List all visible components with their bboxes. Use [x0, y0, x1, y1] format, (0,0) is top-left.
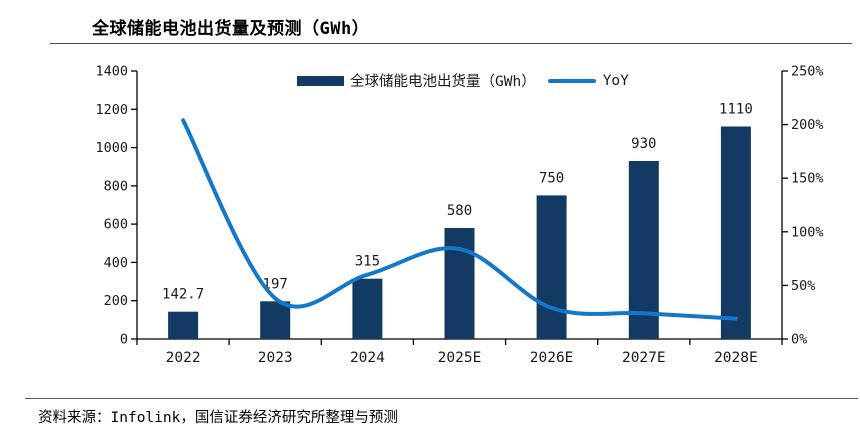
legend-line-swatch [547, 78, 596, 83]
footer-divider [25, 398, 858, 399]
bar-data-label: 750 [539, 170, 564, 186]
chart-title: 全球储能电池出货量及预测（GWh） [92, 19, 370, 39]
bar-2023 [260, 301, 291, 339]
left-axis-tick-label: 0 [120, 332, 128, 348]
left-axis-tick-label: 400 [104, 255, 128, 271]
bar-data-label: 315 [355, 254, 380, 270]
right-axis-tick-label: 50% [791, 278, 815, 294]
right-axis-tick-label: 200% [791, 117, 824, 133]
bar-2025E [444, 228, 475, 339]
bar-data-label: 142.7 [162, 287, 204, 303]
bar-data-label: 580 [447, 203, 472, 219]
bar-2022 [168, 311, 199, 339]
x-axis-category-label: 2028E [714, 350, 758, 366]
x-axis-category-label: 2022 [166, 350, 201, 366]
legend-bar-swatch [297, 75, 344, 86]
left-axis-tick-label: 1000 [95, 140, 128, 156]
legend-line-label: YoY [602, 72, 629, 89]
left-axis-tick-label: 1200 [95, 102, 128, 118]
bar-2024 [352, 278, 383, 339]
right-axis-tick-label: 0% [791, 332, 807, 348]
chart-legend: 全球储能电池出货量（GWh） YoY [297, 70, 629, 91]
title-divider [50, 43, 852, 44]
bar-data-label: 197 [263, 276, 288, 292]
left-axis-tick-label: 800 [104, 178, 128, 194]
legend-bar-label: 全球储能电池出货量（GWh） [350, 74, 536, 90]
bar-2027E [628, 161, 659, 339]
yoy-line [181, 118, 738, 321]
x-axis-category-label: 2026E [530, 350, 574, 366]
right-axis-tick-label: 100% [791, 224, 824, 240]
x-axis-category-label: 2024 [350, 350, 385, 366]
right-axis-tick-label: 250% [791, 64, 824, 80]
x-axis-category-label: 2023 [258, 350, 293, 366]
bar-data-label: 930 [631, 136, 656, 152]
x-axis-category-label: 2025E [438, 350, 482, 366]
source-note: 资料来源：Infolink，国信证券经济研究所整理与预测 [38, 410, 398, 426]
left-axis-tick-label: 600 [104, 217, 128, 233]
bar-data-label: 1110 [719, 102, 753, 118]
x-axis-category-label: 2027E [622, 350, 666, 366]
left-axis-tick-label: 200 [104, 293, 128, 309]
bar-2026E [536, 195, 567, 339]
right-axis-tick-label: 150% [791, 171, 824, 187]
bar-2028E [720, 126, 751, 339]
left-axis-tick-label: 1400 [95, 64, 128, 80]
